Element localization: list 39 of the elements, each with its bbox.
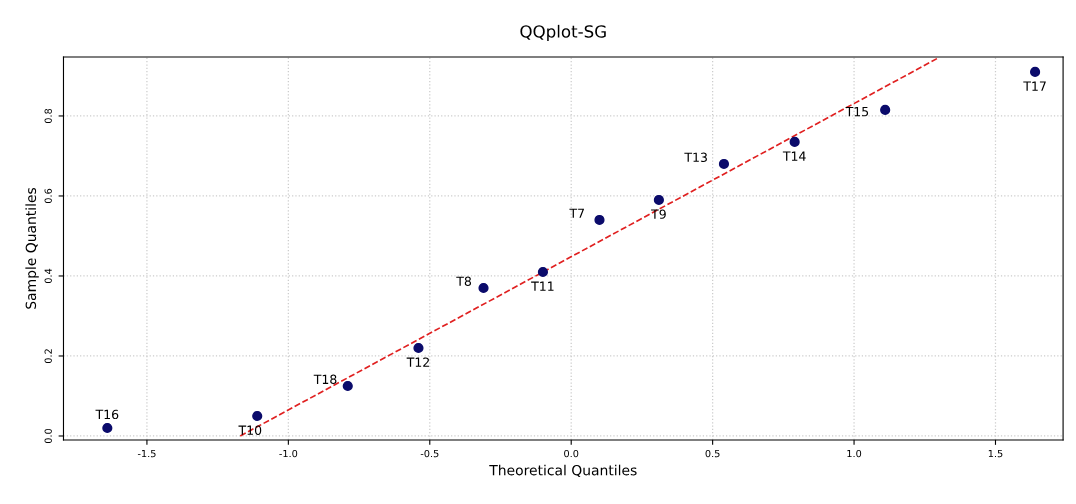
annotation: T14: [782, 151, 806, 161]
y-tick-label: 0.0: [44, 428, 52, 444]
annotation: T8: [456, 276, 472, 287]
x-axis-title: Theoretical Quantiles: [489, 464, 637, 478]
y-tick-label: 0.8: [44, 108, 52, 124]
annotation: T12: [406, 357, 429, 367]
x-tick-label: 1.0: [847, 449, 862, 458]
point: [342, 380, 353, 392]
annotation: T13: [684, 152, 707, 163]
point: [653, 194, 664, 206]
point: [478, 282, 489, 294]
annotation: T11: [531, 281, 554, 291]
x-tick-label: 0.0: [564, 449, 579, 458]
annotation: T15: [845, 107, 869, 117]
annotation: T17: [1023, 81, 1046, 91]
point: [102, 422, 113, 434]
x-tick-label: 0.5: [705, 449, 720, 458]
point: [537, 266, 549, 278]
y-axis-title: Sample Quantiles: [25, 187, 39, 309]
annotation: T9: [651, 209, 666, 219]
point: [1029, 66, 1041, 78]
x-tick-label: -0.5: [420, 449, 439, 458]
x-tick-label: 1.5: [988, 450, 1003, 458]
point: [252, 410, 263, 422]
x-tick-label: -1.5: [137, 450, 156, 458]
point: [880, 104, 891, 116]
point: [594, 214, 605, 226]
annotation: T10: [238, 425, 262, 435]
annotation: T18: [313, 374, 337, 385]
point: [413, 342, 424, 354]
point: [718, 158, 730, 170]
annotation: T16: [95, 409, 119, 420]
y-tick-label: 0.2: [44, 349, 52, 364]
point: [789, 136, 800, 148]
y-tick-label: 0.6: [44, 188, 52, 204]
annotation: T7: [569, 208, 584, 218]
x-tick-label: -1.0: [279, 449, 298, 458]
chart-title: QQplot-SG: [520, 24, 606, 41]
y-tick-label: 0.4: [44, 268, 52, 284]
